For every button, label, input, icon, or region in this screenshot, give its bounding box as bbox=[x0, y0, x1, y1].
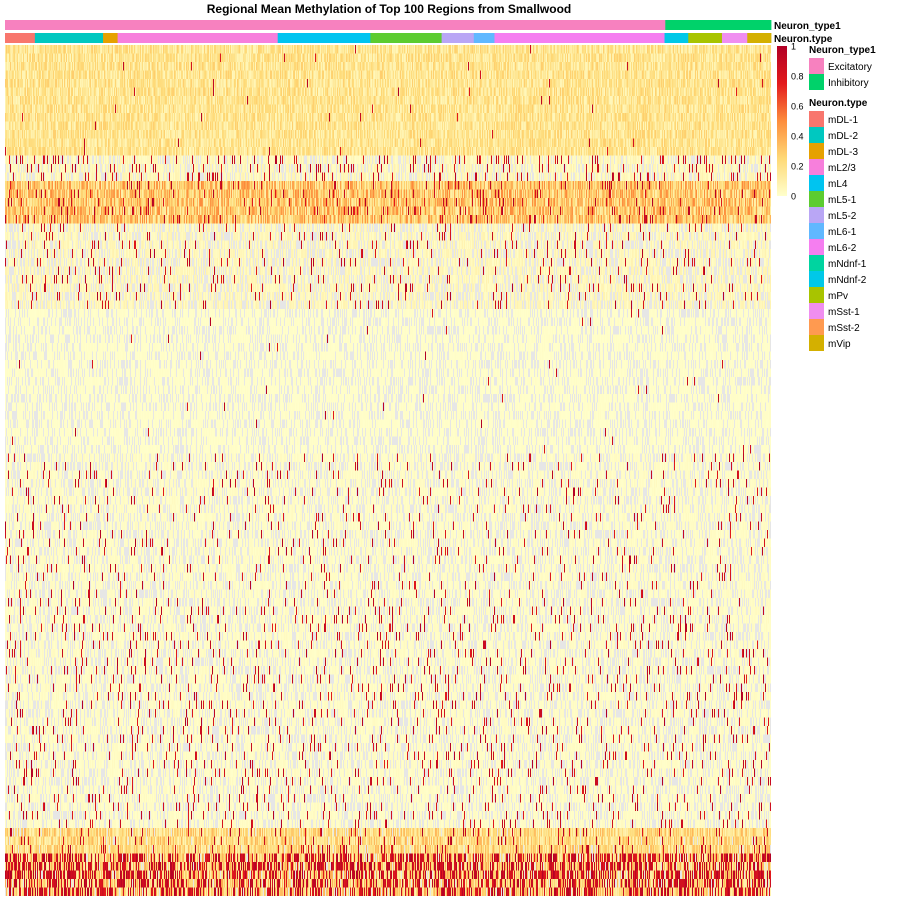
legend-item-label: mSst-1 bbox=[828, 307, 860, 318]
annotation-segment-mpv bbox=[688, 33, 723, 43]
legend-swatch bbox=[809, 159, 824, 175]
legend-item-label: mL5-2 bbox=[828, 211, 857, 222]
heatmap-body bbox=[5, 45, 771, 896]
legend-swatch bbox=[809, 287, 824, 303]
legend-item-label: mVip bbox=[828, 339, 851, 350]
legend-swatch bbox=[809, 191, 824, 207]
legend-item-label: mPv bbox=[828, 291, 848, 302]
color-scale-tick-label: 0 bbox=[791, 192, 796, 202]
legend-item-label: mNdnf-1 bbox=[828, 259, 867, 270]
annotation-segment-ml5-2 bbox=[441, 33, 475, 43]
annotation-segment-ml6-2 bbox=[494, 33, 665, 43]
color-scale-legend: 0 0.2 0.4 0.6 0.8 1 bbox=[777, 42, 804, 202]
heatmap-cells bbox=[5, 45, 771, 896]
annotation-segment-ml6-1 bbox=[473, 33, 495, 43]
annotation-segment-inhibitory bbox=[665, 20, 772, 30]
legend-swatch bbox=[809, 111, 824, 127]
color-scale-tick-label: 1 bbox=[791, 42, 796, 52]
legend-item-label: mL5-1 bbox=[828, 195, 857, 206]
legend-swatch bbox=[809, 335, 824, 351]
legend-title: Neuron.type bbox=[809, 98, 868, 109]
legend-item-label: Excitatory bbox=[828, 62, 872, 73]
annotation-legend: Neuron_type1 Excitatory Inhibitory Neuron.t… bbox=[809, 45, 876, 351]
legend-swatch bbox=[809, 143, 824, 159]
legend-item-label: mL2/3 bbox=[828, 163, 856, 174]
annotation-segment-ml2-3 bbox=[117, 33, 279, 43]
annotation-segment-mvip bbox=[747, 33, 772, 43]
annotation-segment-msst-1 bbox=[721, 33, 748, 43]
legend-swatch bbox=[809, 319, 824, 335]
legend-item-label: mL4 bbox=[828, 179, 848, 190]
annotation-segment-mdl-3 bbox=[103, 33, 119, 43]
color-scale-tick-label: 0.4 bbox=[791, 132, 804, 142]
legend-swatch bbox=[809, 74, 824, 90]
legend-swatch bbox=[809, 303, 824, 319]
legend-swatch bbox=[809, 207, 824, 223]
legend-swatch bbox=[809, 255, 824, 271]
legend-item-label: mDL-3 bbox=[828, 147, 858, 158]
color-scale-tick-label: 0.6 bbox=[791, 102, 804, 112]
legend-swatch bbox=[809, 239, 824, 255]
annotation-segment-mndnf-2 bbox=[664, 33, 689, 43]
legend-item-label: mNdnf-2 bbox=[828, 275, 867, 286]
annotation-label: Neuron.type bbox=[774, 34, 833, 45]
legend-item-label: mL6-2 bbox=[828, 243, 857, 254]
legend-swatch bbox=[809, 175, 824, 191]
annotation-segment-excitatory bbox=[5, 20, 666, 30]
legend-swatch bbox=[809, 127, 824, 143]
legend-title: Neuron_type1 bbox=[809, 45, 876, 56]
legend-item-label: mDL-1 bbox=[828, 115, 858, 126]
color-scale-tick-label: 0.2 bbox=[791, 162, 804, 172]
legend-item-label: mSst-2 bbox=[828, 323, 860, 334]
legend-swatch bbox=[809, 223, 824, 239]
annotation-segment-ml4 bbox=[277, 33, 371, 43]
annotation-segment-mdl-1 bbox=[5, 33, 36, 43]
annotation-bars: Neuron_type1 Neuron.type bbox=[5, 20, 841, 45]
legend-item-label: Inhibitory bbox=[828, 78, 869, 89]
color-scale-bar bbox=[777, 46, 787, 196]
annotation-segment-ml5-1 bbox=[370, 33, 443, 43]
chart-title: Regional Mean Methylation of Top 100 Reg… bbox=[207, 2, 571, 16]
legend-swatch bbox=[809, 271, 824, 287]
annotation-label: Neuron_type1 bbox=[774, 21, 841, 32]
annotation-segment-mdl-2 bbox=[34, 33, 104, 43]
legend-item-label: mL6-1 bbox=[828, 227, 857, 238]
legend-swatch bbox=[809, 58, 824, 74]
color-scale-tick-label: 0.8 bbox=[791, 72, 804, 82]
legend-item-label: mDL-2 bbox=[828, 131, 858, 142]
